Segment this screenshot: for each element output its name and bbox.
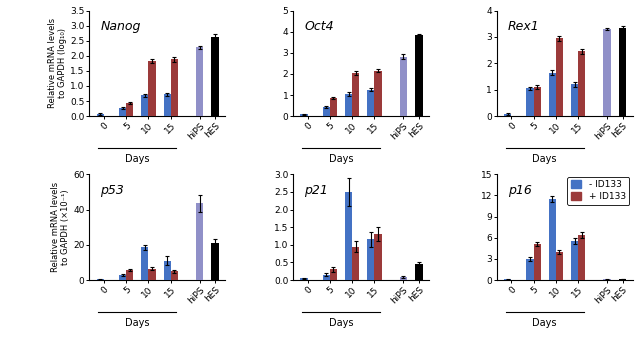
Bar [126, 270, 134, 280]
Y-axis label: Relative mRNA levels
to GAPDH (×10⁻¹): Relative mRNA levels to GAPDH (×10⁻¹) [51, 182, 70, 272]
Bar [374, 234, 381, 280]
Bar [556, 252, 563, 280]
Bar [345, 94, 352, 116]
Bar [96, 279, 104, 280]
Bar [196, 203, 203, 280]
Bar [527, 259, 534, 280]
Text: Days: Days [532, 154, 557, 164]
Bar [196, 47, 203, 116]
Bar [534, 244, 541, 280]
Bar [415, 35, 422, 116]
Bar [527, 89, 534, 116]
Text: p16: p16 [507, 184, 532, 197]
Bar [399, 57, 407, 116]
Bar [171, 60, 178, 116]
Bar [549, 199, 556, 280]
Bar [148, 268, 155, 280]
Text: Days: Days [328, 318, 353, 328]
Bar [504, 114, 511, 116]
Text: Days: Days [328, 154, 353, 164]
Text: p21: p21 [304, 184, 328, 197]
Bar [323, 275, 330, 280]
Y-axis label: Relative mRNA levels
to GAPDH (log₁₀): Relative mRNA levels to GAPDH (log₁₀) [48, 18, 68, 108]
Bar [578, 235, 585, 280]
Bar [164, 94, 171, 116]
Bar [619, 279, 626, 280]
Bar [367, 239, 374, 280]
Bar [399, 277, 407, 280]
Bar [571, 241, 578, 280]
Text: Days: Days [125, 154, 150, 164]
Text: p53: p53 [100, 184, 124, 197]
Bar [367, 90, 374, 116]
Bar [96, 114, 104, 116]
Bar [164, 261, 171, 280]
Bar [603, 29, 611, 116]
Legend: - ID133, + ID133: - ID133, + ID133 [567, 177, 629, 205]
Text: Days: Days [532, 318, 557, 328]
Text: Days: Days [125, 318, 150, 328]
Bar [603, 279, 611, 280]
Bar [578, 51, 585, 116]
Text: Oct4: Oct4 [304, 20, 334, 33]
Bar [119, 108, 126, 116]
Bar [549, 72, 556, 116]
Bar [330, 270, 337, 280]
Bar [141, 247, 148, 280]
Bar [212, 243, 219, 280]
Bar [352, 246, 359, 280]
Bar [345, 192, 352, 280]
Bar [415, 264, 422, 280]
Bar [534, 87, 541, 116]
Bar [352, 73, 359, 116]
Bar [212, 37, 219, 116]
Bar [323, 107, 330, 116]
Bar [148, 61, 155, 116]
Bar [171, 271, 178, 280]
Text: Nanog: Nanog [100, 20, 141, 33]
Bar [571, 84, 578, 116]
Bar [330, 98, 337, 116]
Bar [141, 95, 148, 116]
Bar [119, 275, 126, 280]
Bar [126, 103, 134, 116]
Text: Rex1: Rex1 [507, 20, 539, 33]
Bar [300, 114, 307, 116]
Bar [556, 38, 563, 116]
Bar [300, 278, 307, 280]
Bar [374, 71, 381, 116]
Bar [619, 28, 626, 116]
Bar [504, 279, 511, 280]
